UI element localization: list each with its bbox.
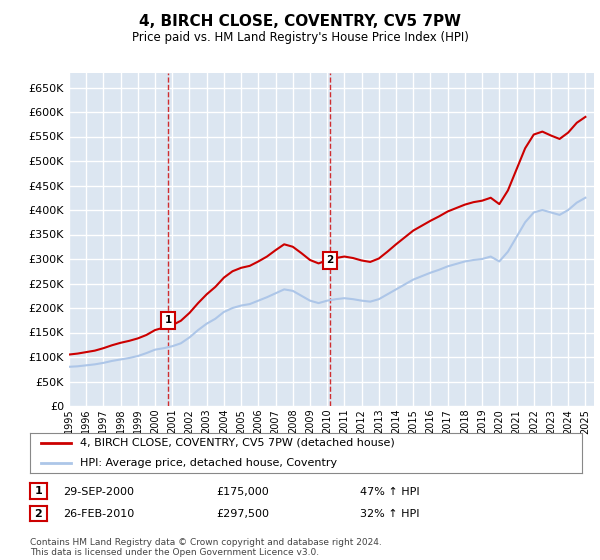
- Text: 2: 2: [35, 508, 42, 519]
- Text: 1: 1: [35, 486, 42, 496]
- Text: 29-SEP-2000: 29-SEP-2000: [63, 487, 134, 497]
- Text: £297,500: £297,500: [216, 509, 269, 519]
- Text: 1: 1: [164, 315, 172, 325]
- Text: 4, BIRCH CLOSE, COVENTRY, CV5 7PW (detached house): 4, BIRCH CLOSE, COVENTRY, CV5 7PW (detac…: [80, 438, 394, 448]
- Text: 2: 2: [326, 255, 334, 265]
- Text: 32% ↑ HPI: 32% ↑ HPI: [360, 509, 419, 519]
- Text: £175,000: £175,000: [216, 487, 269, 497]
- Text: 26-FEB-2010: 26-FEB-2010: [63, 509, 134, 519]
- Text: HPI: Average price, detached house, Coventry: HPI: Average price, detached house, Cove…: [80, 458, 337, 468]
- Text: 47% ↑ HPI: 47% ↑ HPI: [360, 487, 419, 497]
- Text: Price paid vs. HM Land Registry's House Price Index (HPI): Price paid vs. HM Land Registry's House …: [131, 31, 469, 44]
- Text: Contains HM Land Registry data © Crown copyright and database right 2024.
This d: Contains HM Land Registry data © Crown c…: [30, 538, 382, 557]
- Text: 4, BIRCH CLOSE, COVENTRY, CV5 7PW: 4, BIRCH CLOSE, COVENTRY, CV5 7PW: [139, 14, 461, 29]
